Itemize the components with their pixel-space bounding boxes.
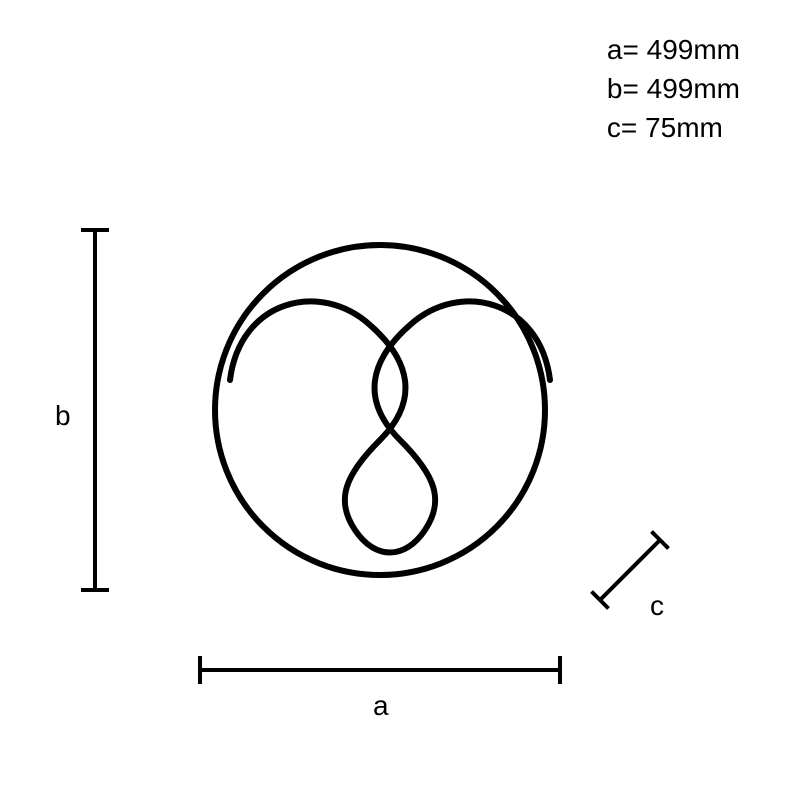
label-c: c xyxy=(650,590,664,622)
dimension-line-a xyxy=(200,656,560,684)
dimension-line-b xyxy=(81,230,109,590)
label-a: a xyxy=(373,690,389,722)
knot-shape xyxy=(230,301,550,552)
label-b: b xyxy=(55,400,71,432)
technical-drawing xyxy=(0,0,800,800)
